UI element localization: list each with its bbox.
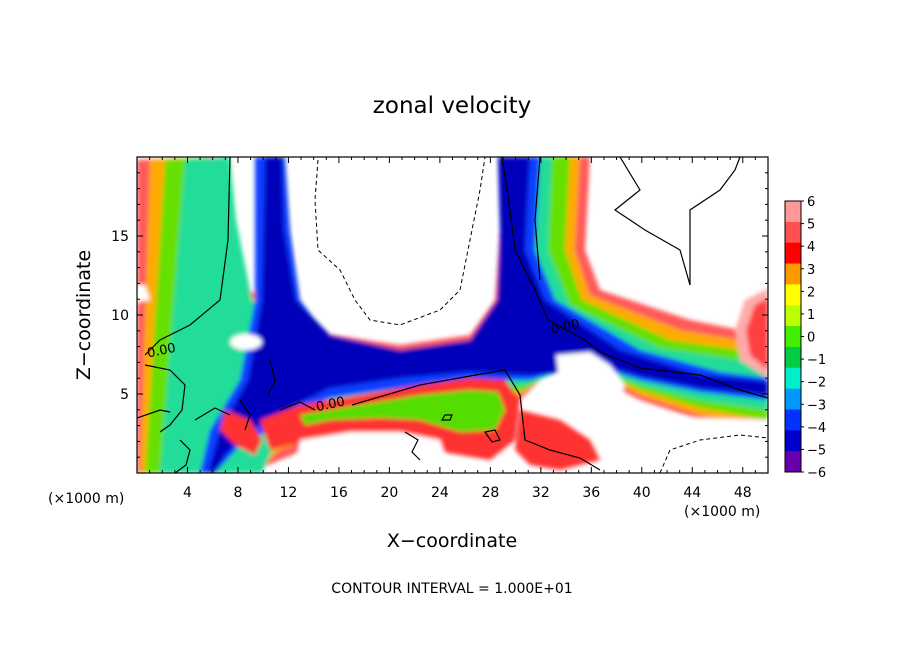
colorbar-swatch xyxy=(785,201,801,223)
contour-lines xyxy=(137,157,768,473)
x-unit-left: (×1000 m) xyxy=(48,491,124,507)
x-tick-label: 20 xyxy=(380,485,398,501)
contour-labels: 0.00 0.00 0.00 xyxy=(146,317,581,415)
colorbar-swatch xyxy=(785,326,801,348)
colorbar-swatch xyxy=(785,221,801,244)
y-tick-label: 15 xyxy=(111,229,129,245)
x-axis-ticks: 4 8 12 16 20 24 28 32 36 40 44 48 xyxy=(149,157,756,501)
contour-lines-dashed xyxy=(314,157,768,473)
colorbar-label: −2 xyxy=(807,376,826,391)
band-lower-green xyxy=(300,390,505,432)
y-tick-label: 10 xyxy=(111,308,129,324)
colorbar-label: −5 xyxy=(807,443,826,458)
x-tick-label: 8 xyxy=(233,485,242,501)
colorbar-label: −6 xyxy=(807,466,826,481)
colorbar-swatch xyxy=(785,305,801,327)
x-tick-label: 44 xyxy=(683,485,701,501)
colorbar-label: 1 xyxy=(807,308,815,323)
colorbar-swatch xyxy=(785,242,801,265)
contour-label: 0.00 xyxy=(315,394,346,415)
chart-title: zonal velocity xyxy=(373,93,531,119)
colorbar-swatch xyxy=(785,367,801,390)
colorbar-swatch xyxy=(785,430,801,452)
velocity-field xyxy=(137,157,768,473)
colorbar-label: 6 xyxy=(807,195,815,210)
x-tick-label: 4 xyxy=(183,485,192,501)
colorbar-label: 0 xyxy=(807,331,815,346)
colorbar-swatch xyxy=(785,409,801,431)
colorbar-swatch xyxy=(785,263,801,285)
x-tick-label: 36 xyxy=(582,485,600,501)
colorbar-swatch xyxy=(785,388,801,410)
plot-area xyxy=(137,157,768,473)
colorbar: 6 5 4 3 2 1 0 −1 −2 −3 −4 −5 −6 xyxy=(784,195,826,481)
x-tick-label: 32 xyxy=(532,485,550,501)
x-tick-label: 28 xyxy=(481,485,499,501)
y-axis-ticks: 5 10 15 xyxy=(111,172,768,458)
colorbar-label: −1 xyxy=(807,353,826,368)
band-negative xyxy=(200,157,768,473)
contour-label: 0.00 xyxy=(146,341,177,362)
x-tick-label: 12 xyxy=(280,485,298,501)
colorbar-swatch xyxy=(785,346,801,369)
colorbar-swatch xyxy=(785,284,801,306)
x-axis-label: X−coordinate xyxy=(387,530,517,552)
colorbar-label: 5 xyxy=(807,218,815,233)
x-tick-label: 24 xyxy=(431,485,449,501)
x-tick-label: 40 xyxy=(633,485,651,501)
contour-interval-note: CONTOUR INTERVAL = 1.000E+01 xyxy=(331,581,572,597)
colorbar-label: −3 xyxy=(807,398,826,413)
y-tick-label: 5 xyxy=(120,387,129,403)
y-axis-label: Z−coordinate xyxy=(73,250,95,380)
colorbar-label: 4 xyxy=(807,240,815,255)
colorbar-label: −4 xyxy=(807,421,826,436)
band-right-fringe xyxy=(735,288,768,378)
contour-label: 0.00 xyxy=(550,317,581,338)
x-unit-right: (×1000 m) xyxy=(684,504,760,520)
colorbar-swatch xyxy=(785,451,801,473)
colorbar-label: 3 xyxy=(807,263,815,278)
x-tick-label: 48 xyxy=(734,485,752,501)
colorbar-label: 2 xyxy=(807,285,815,300)
x-tick-label: 16 xyxy=(330,485,348,501)
band-deep-negative xyxy=(208,157,768,473)
